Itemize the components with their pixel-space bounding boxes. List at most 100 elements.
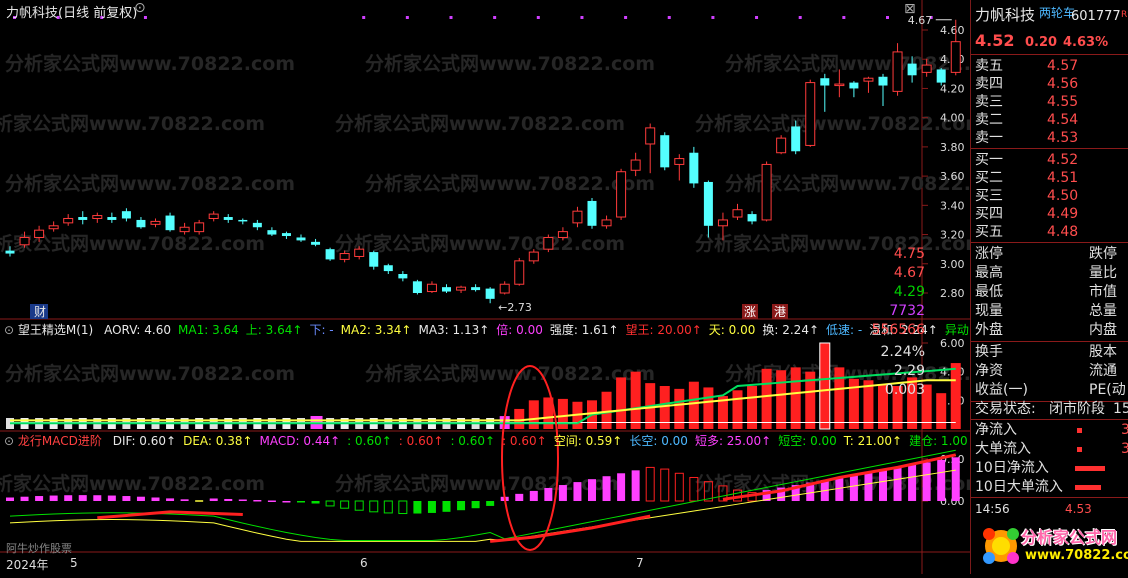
- candle-body[interactable]: [557, 231, 568, 238]
- candle-body[interactable]: [936, 69, 946, 83]
- candle-body[interactable]: [121, 211, 131, 219]
- candle-body[interactable]: [645, 127, 656, 145]
- sector-tag[interactable]: 两轮车: [1039, 6, 1076, 20]
- marker-cai[interactable]: 财: [34, 305, 46, 319]
- candle-body[interactable]: [791, 126, 801, 152]
- macd-hist-bar: [297, 501, 305, 503]
- candle-body[interactable]: [208, 213, 219, 219]
- candle-body[interactable]: [514, 260, 525, 285]
- candle-body[interactable]: [907, 63, 917, 76]
- candle-body[interactable]: [761, 163, 772, 221]
- stock-code: 601777: [1071, 9, 1121, 24]
- candle-body[interactable]: [456, 286, 467, 291]
- candle-body[interactable]: [863, 77, 874, 82]
- watermark-text: 分析家公式网www.70822.com: [725, 52, 970, 75]
- candle-body[interactable]: [398, 274, 408, 279]
- candle-body[interactable]: [950, 41, 961, 73]
- candle-body[interactable]: [19, 236, 30, 246]
- candle-body[interactable]: [150, 220, 161, 225]
- candle-body[interactable]: [616, 171, 627, 218]
- candle-body[interactable]: [311, 241, 321, 245]
- indicator1-name[interactable]: 望王精选M(1): [17, 323, 94, 337]
- candle-body[interactable]: [442, 287, 451, 292]
- marker-gang[interactable]: 港: [774, 305, 786, 319]
- macd-hist-bar: [951, 457, 960, 501]
- candle-body[interactable]: [471, 287, 481, 291]
- candle-body[interactable]: [630, 159, 641, 171]
- candle-body[interactable]: [747, 214, 757, 222]
- indicator1-settings-icon[interactable]: ⊙: [4, 323, 15, 337]
- macd-hist-bar: [253, 499, 262, 502]
- candle-body[interactable]: [587, 200, 597, 226]
- macd-hist-bar: [849, 474, 858, 501]
- close-icon[interactable]: ⊠: [904, 1, 916, 17]
- candle-body[interactable]: [921, 64, 932, 73]
- macd-hist-bar: [311, 501, 320, 504]
- candle-body[interactable]: [383, 265, 393, 272]
- candle-body[interactable]: [732, 209, 743, 218]
- candle-body[interactable]: [5, 250, 15, 254]
- flow-value: 3: [1121, 441, 1128, 457]
- divider: [971, 148, 1128, 149]
- candle-body[interactable]: [339, 253, 350, 260]
- indicator2-settings-icon[interactable]: ⊙: [4, 434, 15, 448]
- candle-body[interactable]: [834, 83, 845, 87]
- candle-body[interactable]: [179, 226, 190, 233]
- indicator2-param: 长空: 0.00: [629, 434, 688, 448]
- candle-body[interactable]: [92, 215, 103, 219]
- candle-body[interactable]: [849, 82, 859, 89]
- ind1-bar: [659, 386, 670, 429]
- candle-body[interactable]: [660, 135, 670, 168]
- candle-body[interactable]: [499, 283, 510, 294]
- candle-body[interactable]: [572, 210, 583, 224]
- candle-body[interactable]: [412, 281, 422, 293]
- candle-body[interactable]: [528, 251, 539, 262]
- candle-body[interactable]: [34, 229, 45, 238]
- candle-body[interactable]: [281, 233, 291, 237]
- candle-body[interactable]: [426, 283, 437, 293]
- candle-body[interactable]: [689, 152, 699, 184]
- indicator1-param: 温和: 2.24↑: [869, 323, 938, 337]
- candle-body[interactable]: [717, 219, 728, 227]
- candle-body[interactable]: [252, 222, 262, 228]
- bid-label: 买二: [975, 170, 1003, 186]
- candle-body[interactable]: [63, 217, 74, 224]
- candle-body[interactable]: [878, 76, 888, 86]
- candle-body[interactable]: [543, 236, 554, 250]
- kline-chart[interactable]: 分析家公式网www.70822.com 分析家公式网www.70822.com 分析…: [0, 0, 1015, 574]
- macd-dif-line: [9, 449, 956, 541]
- candle-body[interactable]: [296, 237, 306, 241]
- candle-body[interactable]: [485, 288, 495, 299]
- indicator1-param: 强度: 1.61↑: [549, 323, 619, 337]
- candle-body[interactable]: [267, 230, 277, 235]
- quote-panel: 力帆科技 两轮车 601777 R 4.52 0.20 4.63% 卖五 4.57…: [872, 0, 1128, 574]
- candle-body[interactable]: [165, 215, 175, 231]
- candle-body[interactable]: [805, 82, 816, 146]
- macd-hist-bar: [777, 487, 786, 501]
- candle-body[interactable]: [354, 248, 365, 257]
- candle-body[interactable]: [776, 137, 787, 154]
- chart-area[interactable]: 分析家公式网www.70822.com 分析家公式网www.70822.com 分析…: [0, 0, 1015, 574]
- candle-body[interactable]: [238, 219, 248, 222]
- candle-body[interactable]: [48, 225, 59, 230]
- indicator2-name[interactable]: 龙行MACD进阶: [17, 434, 102, 448]
- candle-body[interactable]: [78, 217, 88, 220]
- candle-body[interactable]: [194, 222, 205, 233]
- settings-icon[interactable]: ⊙: [134, 0, 146, 16]
- candle-body[interactable]: [601, 219, 612, 227]
- candle-body[interactable]: [369, 252, 379, 267]
- candle-body[interactable]: [674, 158, 685, 165]
- macd-hist-bar: [209, 498, 218, 501]
- divider: [971, 54, 1128, 55]
- candle-body[interactable]: [820, 78, 830, 86]
- candle-body[interactable]: [892, 51, 903, 92]
- candle-body[interactable]: [703, 181, 713, 226]
- candle-body[interactable]: [325, 249, 335, 260]
- candle-body[interactable]: [136, 219, 146, 228]
- ind1-bar: [732, 390, 743, 429]
- candle-body[interactable]: [223, 217, 233, 220]
- macd-red-trend: [490, 514, 651, 543]
- marker-zhang[interactable]: 涨: [744, 304, 756, 319]
- flow-bar: [1075, 485, 1101, 490]
- candle-body[interactable]: [107, 217, 117, 220]
